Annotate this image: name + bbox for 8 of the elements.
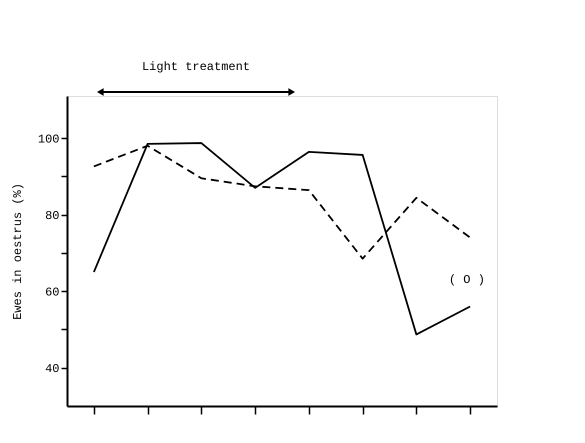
y-axis-title: Ewes in oestrus (%) <box>10 183 25 320</box>
y-tick-label: 100 <box>38 132 60 147</box>
text: Light treatment <box>142 60 250 74</box>
line-series <box>92 142 472 336</box>
annotation: ( O ) <box>448 272 485 287</box>
y-tick-label: 60 <box>45 286 60 300</box>
y-tick-label: 80 <box>45 209 60 224</box>
y-tick-label: 40 <box>45 362 60 376</box>
